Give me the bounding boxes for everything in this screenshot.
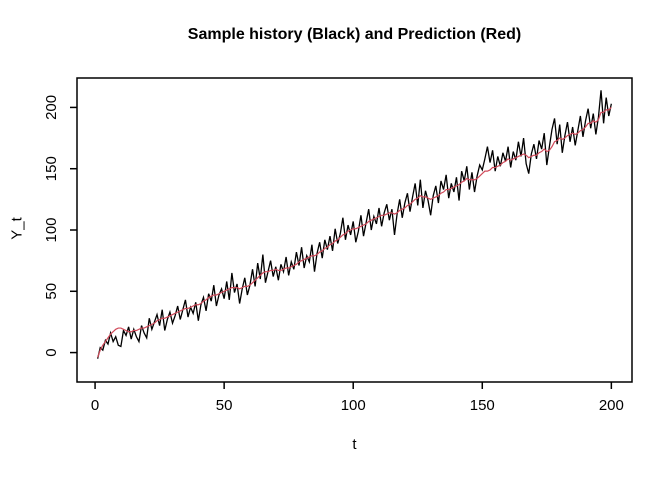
x-tick-label: 100 xyxy=(341,397,366,414)
y-tick-label: 0 xyxy=(43,348,60,356)
x-tick-label: 0 xyxy=(91,397,99,414)
y-tick-label: 100 xyxy=(43,217,60,242)
y-tick-label: 150 xyxy=(43,156,60,181)
y-tick-label: 200 xyxy=(43,95,60,120)
series-line-sample-history xyxy=(97,90,612,359)
x-axis-label: t xyxy=(352,436,357,453)
x-tick-label: 50 xyxy=(216,397,233,414)
y-tick-label: 50 xyxy=(43,283,60,300)
y-axis-label: Y_t xyxy=(8,217,26,240)
chart-title: Sample history (Black) and Prediction (R… xyxy=(187,26,522,43)
x-tick-label: 200 xyxy=(599,397,624,414)
series-line-prediction xyxy=(97,106,612,358)
x-tick-label: 150 xyxy=(470,397,495,414)
